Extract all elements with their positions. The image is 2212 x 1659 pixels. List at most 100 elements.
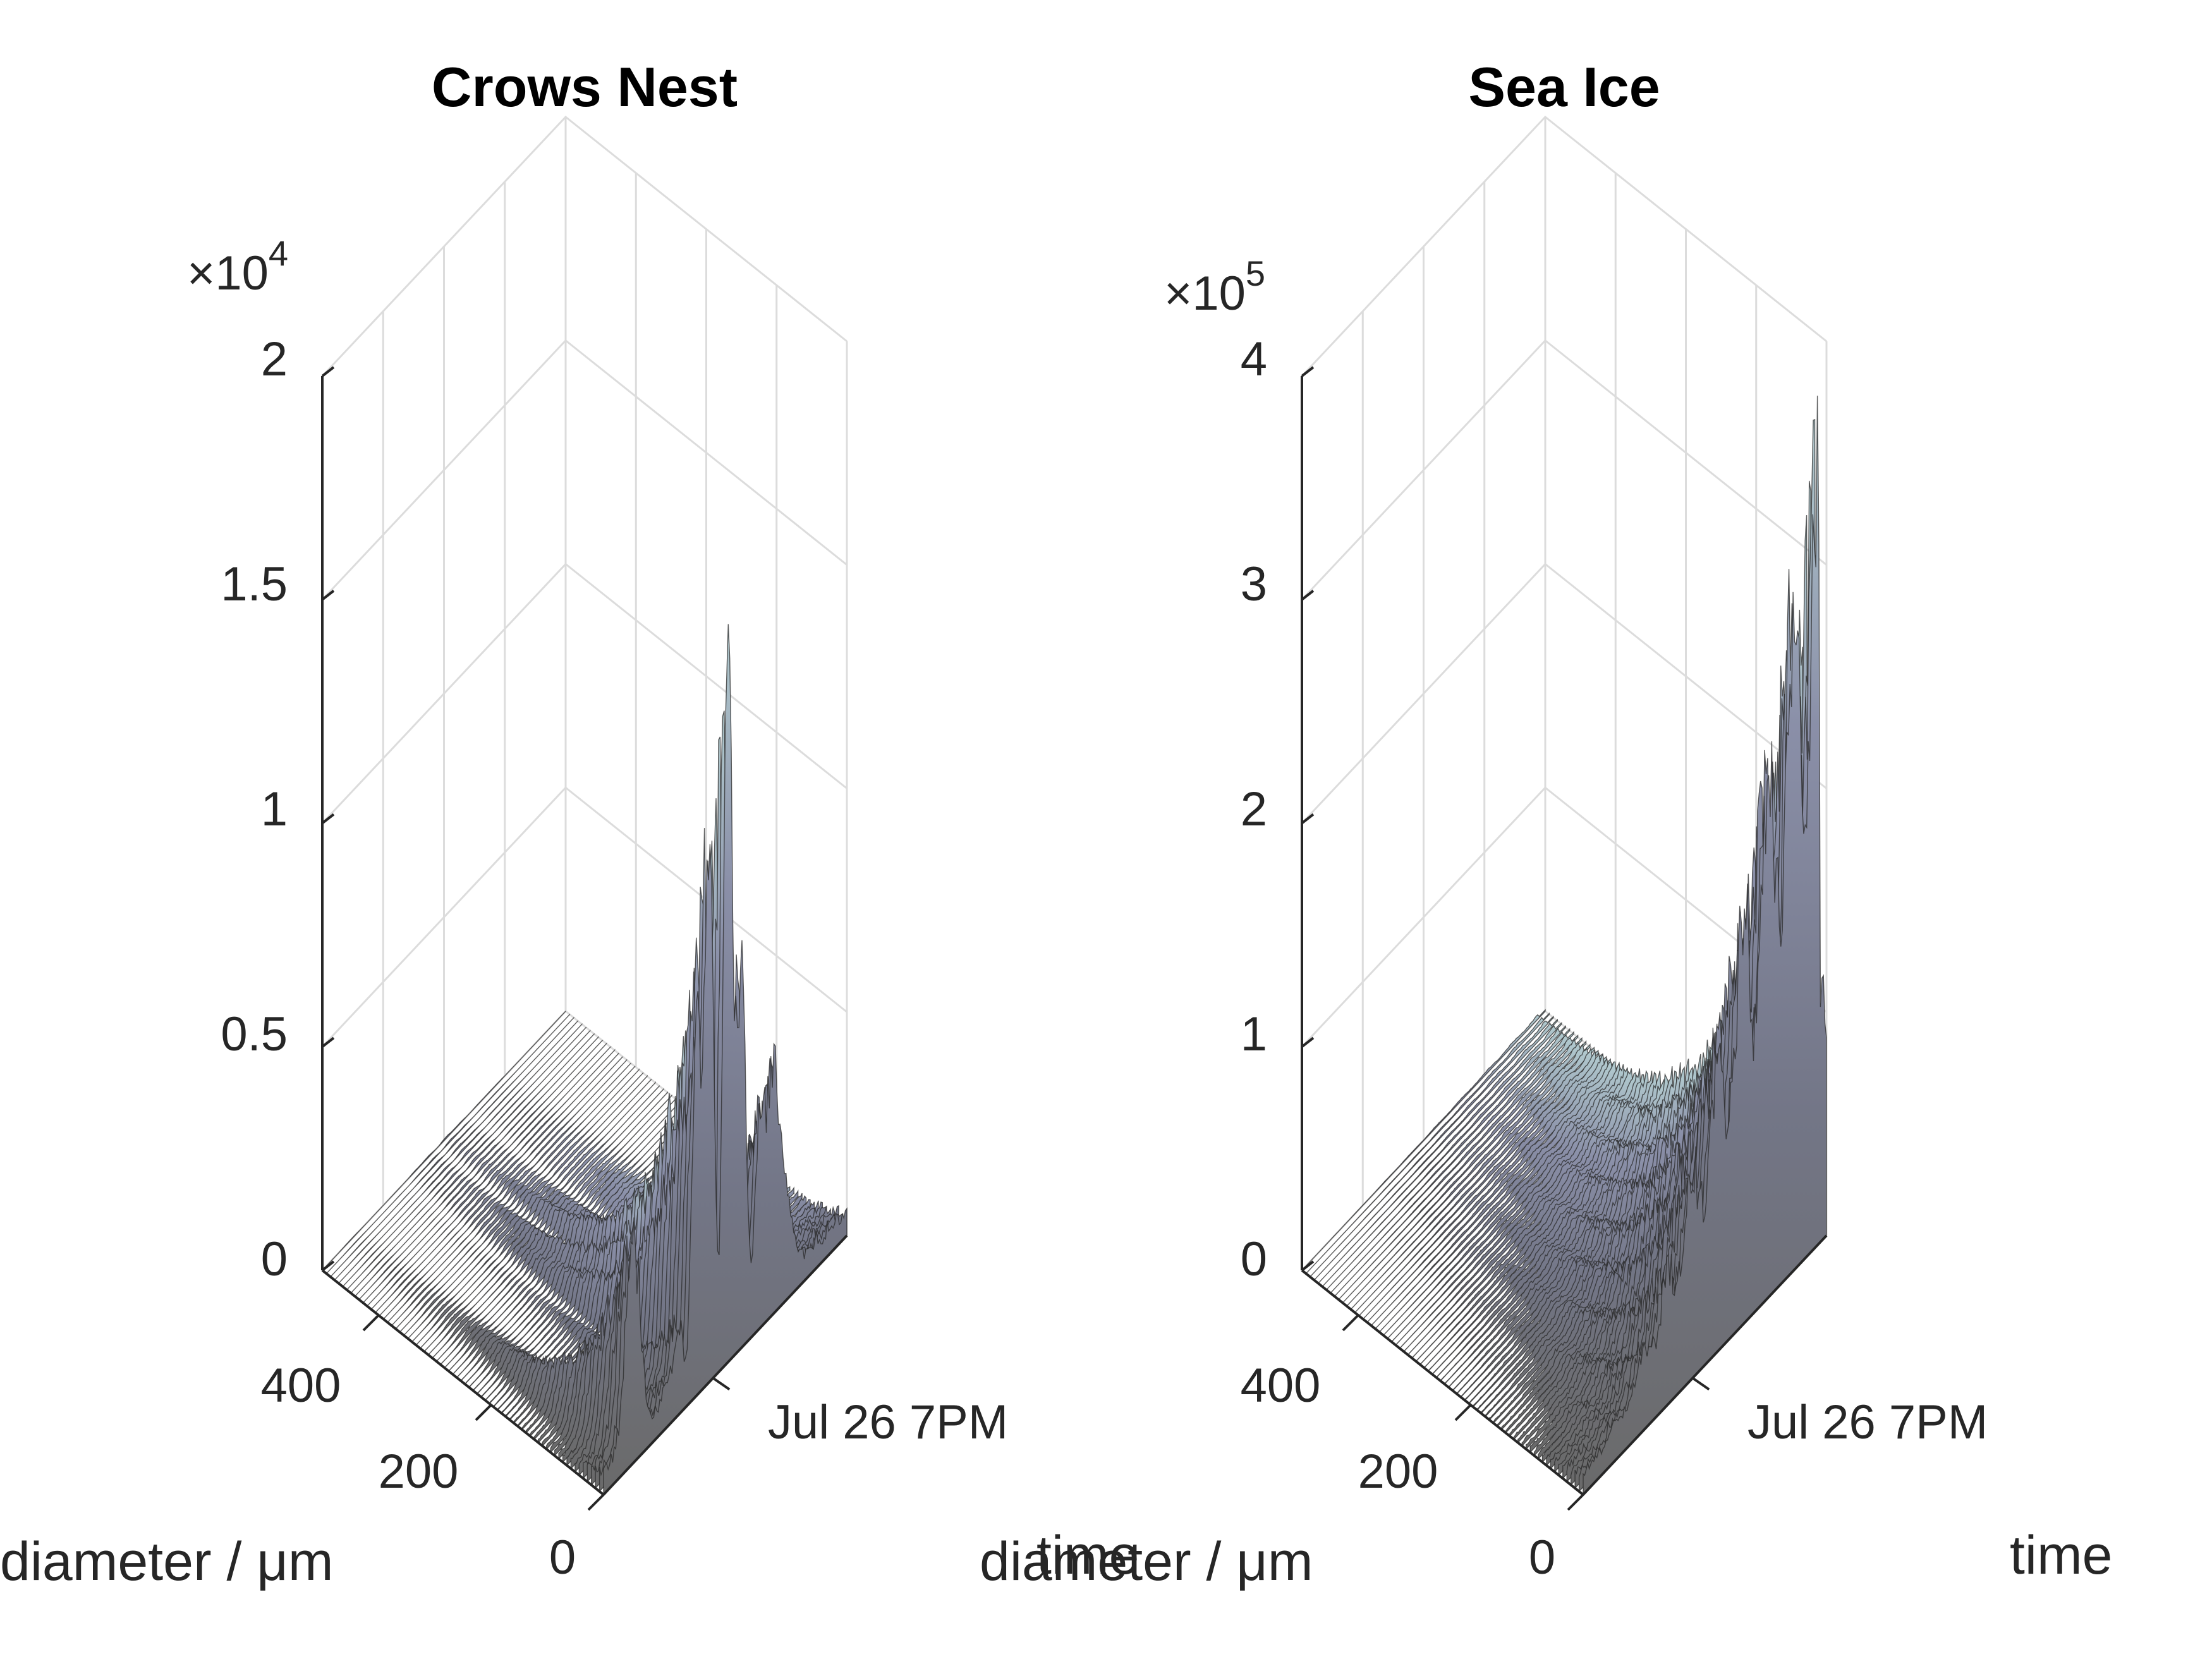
sea-ice-panel: Sea Ice ×105 diameter / μm time 0 1 2 3 … xyxy=(980,56,2112,1592)
sea-ice-axes xyxy=(1301,366,1828,1511)
sea-ice-z-tick-2: 2 xyxy=(1241,782,1267,836)
sea-ice-x-tick-labels: 0 200 400 xyxy=(1241,1359,1556,1584)
surface-slice xyxy=(1342,1040,1587,1304)
surface-slice xyxy=(1370,1058,1615,1327)
surface-slice xyxy=(1460,1064,1705,1399)
z-tick-mark xyxy=(1301,813,1315,825)
surface-slice xyxy=(1358,1048,1603,1316)
surface-slice xyxy=(1346,1043,1591,1307)
surface-slice xyxy=(419,1088,665,1350)
surface-slice xyxy=(1395,1068,1640,1346)
surface-slice xyxy=(1337,1036,1583,1300)
surface-slice xyxy=(1334,1034,1579,1298)
z-tick-mark xyxy=(321,813,335,825)
surface-slice xyxy=(1387,1064,1632,1340)
y-axis xyxy=(602,1234,848,1496)
surface-slice xyxy=(349,1033,595,1294)
surface-slice xyxy=(1329,1030,1574,1294)
surface-slice xyxy=(1354,1047,1599,1314)
z-tick-mark xyxy=(1301,1260,1315,1272)
z-tick-mark xyxy=(1301,366,1315,377)
crows-nest-y-tick-0: Jul 26 7PM xyxy=(768,1395,1008,1449)
surface-slice xyxy=(407,1078,652,1340)
z-tick-mark xyxy=(1301,590,1315,601)
surface-slice xyxy=(379,1056,623,1316)
surface-slice xyxy=(1473,1039,1717,1408)
z-tick-mark xyxy=(321,1036,335,1048)
surface-slice xyxy=(1390,1067,1636,1344)
sea-ice-x-label: diameter / μm xyxy=(980,1531,1313,1592)
grid-line-z xyxy=(321,115,848,377)
surface-slice xyxy=(1407,1074,1652,1356)
surface-slice xyxy=(1464,1054,1709,1402)
crows-nest-x-tick-labels: 0 200 400 xyxy=(261,1359,576,1584)
surface-slice xyxy=(1362,1052,1607,1320)
surface-slice xyxy=(1456,1066,1701,1395)
surface-slice xyxy=(1403,1068,1648,1353)
y-tick-mark xyxy=(712,1376,731,1391)
surface-slice xyxy=(403,1074,648,1337)
crows-nest-z-tick-labels: 0 0.5 1 1.5 2 xyxy=(221,332,288,1286)
surface-slice xyxy=(322,1011,566,1271)
crows-nest-axes xyxy=(321,366,848,1511)
crows-nest-z-tick-3: 1.5 xyxy=(221,557,288,611)
sea-ice-x-tick-2: 400 xyxy=(1241,1359,1321,1413)
surface-slice xyxy=(382,1059,628,1320)
surface-slice xyxy=(365,1046,612,1307)
x-tick-mark xyxy=(1567,1493,1584,1511)
surface-slice xyxy=(1375,1061,1619,1330)
x-tick-mark xyxy=(1342,1314,1359,1332)
crows-nest-x-tick-2: 400 xyxy=(261,1359,341,1413)
sea-ice-x-tick-0: 0 xyxy=(1529,1531,1555,1584)
grid-line-z xyxy=(321,339,848,600)
surface-slice xyxy=(1366,1053,1611,1324)
surface-slice xyxy=(1383,1061,1627,1337)
surface-slice xyxy=(423,1091,668,1353)
surface-slice xyxy=(1428,1079,1672,1373)
sea-ice-z-tick-0: 0 xyxy=(1241,1232,1267,1286)
surface-slice xyxy=(1583,396,1827,1496)
crows-nest-y-label: time xyxy=(1036,1525,1139,1586)
sea-ice-z-tick-labels: 0 1 2 3 4 xyxy=(1241,332,1267,1286)
surface-slice xyxy=(362,1042,607,1304)
crows-nest-x-label: diameter / μm xyxy=(0,1531,333,1592)
crows-nest-z-tick-4: 2 xyxy=(261,332,288,386)
grid-line-z xyxy=(321,562,848,824)
sea-ice-z-exponent: ×105 xyxy=(1164,253,1265,320)
sea-ice-z-tick-4: 4 xyxy=(1241,332,1267,386)
x-tick-mark xyxy=(475,1404,492,1421)
y-axis xyxy=(1582,1234,1828,1496)
crows-nest-z-tick-0: 0 xyxy=(261,1232,288,1286)
y-tick-mark xyxy=(1692,1376,1710,1391)
surface-slice xyxy=(1378,1061,1624,1334)
surface-slice xyxy=(346,1030,591,1291)
surface-slice xyxy=(1399,1072,1644,1350)
crows-nest-title: Crows Nest xyxy=(432,56,738,118)
grid-line-z xyxy=(321,786,848,1048)
crows-nest-z-tick-2: 1 xyxy=(261,782,288,836)
crows-nest-z-tick-1: 0.5 xyxy=(221,1007,288,1061)
crows-nest-grid xyxy=(321,115,848,1272)
surface-slice xyxy=(1313,1018,1559,1281)
sea-ice-y-label: time xyxy=(2010,1525,2112,1586)
surface-slice xyxy=(358,1040,604,1300)
surface-slice xyxy=(1485,1038,1729,1418)
surface-slice xyxy=(387,1062,631,1323)
surface-slice xyxy=(395,1068,640,1330)
crows-nest-surface xyxy=(322,624,848,1496)
crows-nest-panel: Crows Nest ×104 diameter / μm time 0 0.5… xyxy=(0,56,1139,1592)
surface-slice xyxy=(1452,1059,1697,1392)
surface-slice xyxy=(341,1026,587,1287)
surface-slice xyxy=(1476,1037,1722,1411)
crows-nest-z-exponent: ×104 xyxy=(187,233,288,300)
sea-ice-y-tick-0: Jul 26 7PM xyxy=(1747,1395,1988,1449)
crows-nest-x-tick-1: 200 xyxy=(379,1445,459,1498)
grid-line-z xyxy=(1301,339,1827,600)
surface-slice xyxy=(1436,1066,1680,1379)
surface-slice xyxy=(354,1036,599,1298)
surface-slice xyxy=(1423,1071,1668,1370)
sea-ice-surface xyxy=(1301,396,1827,1496)
surface-slice xyxy=(1350,1047,1595,1311)
surface-slice xyxy=(1419,1071,1664,1366)
surface-slice xyxy=(334,1020,579,1281)
